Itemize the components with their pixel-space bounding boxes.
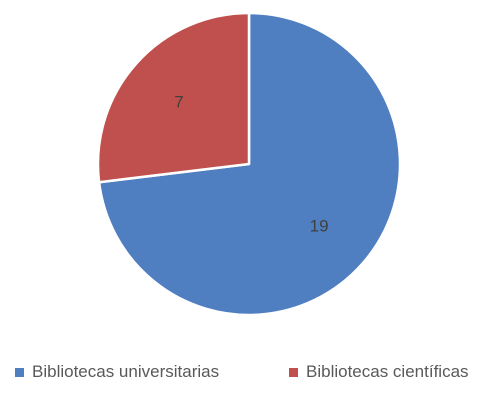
legend-item-bibliotecas-universitarias: Bibliotecas universitarias <box>15 362 219 382</box>
legend-item-bibliotecas-cientificas: Bibliotecas científicas <box>289 362 469 382</box>
legend-label-cientificas: Bibliotecas científicas <box>306 362 469 381</box>
legend: Bibliotecas universitarias Bibliotecas c… <box>0 362 500 390</box>
chart-area: 19 7 <box>96 11 402 317</box>
legend-label-universitarias: Bibliotecas universitarias <box>32 362 220 381</box>
pie-chart: 19 7 <box>96 11 402 317</box>
data-label-bibliotecas-universitarias: 19 <box>310 217 329 236</box>
data-label-bibliotecas-cientificas: 7 <box>174 92 183 111</box>
legend-swatch-universitarias <box>15 367 24 377</box>
pie-slice-bibliotecas-cientificas <box>96 11 251 184</box>
legend-swatch-cientificas <box>289 367 298 377</box>
